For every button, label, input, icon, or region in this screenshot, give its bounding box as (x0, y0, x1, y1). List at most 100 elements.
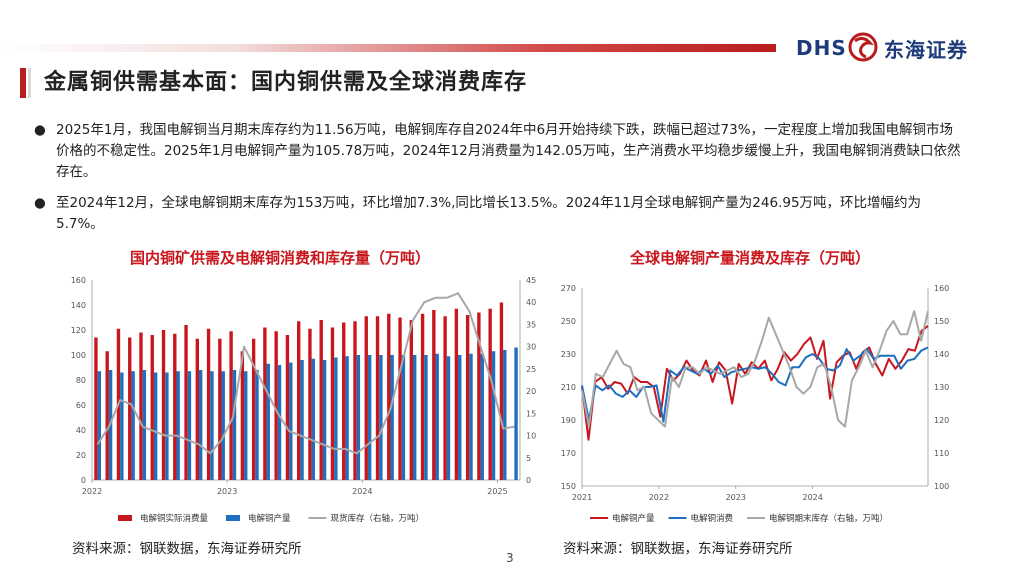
y2-tick-label: 15 (526, 409, 536, 418)
bar-production (491, 351, 496, 480)
y-tick-label: 210 (561, 383, 576, 392)
bar-production (334, 357, 338, 480)
y2-tick-label: 5 (526, 454, 531, 463)
logo-dragon-icon (848, 32, 878, 62)
bar-consumption (420, 313, 425, 480)
y2-tick-label: 130 (934, 383, 949, 392)
logo-text: DHS (796, 36, 847, 60)
bar-production (379, 355, 383, 480)
y-tick-label: 20 (76, 451, 86, 460)
bar-consumption (184, 325, 188, 480)
bar-production (401, 355, 406, 480)
bullet-text: 至2024年12月，全球电解铜期末库存为153万吨，环比增加7.3%,同比增长1… (56, 195, 922, 232)
left-chart-title: 国内铜矿供需及电解铜消费和库存量（万吨） (129, 249, 430, 267)
y-tick-label: 0 (81, 476, 86, 485)
bullet-item: ● 至2024年12月，全球电解铜期末库存为153万吨，环比增加7.3%,同比增… (34, 193, 964, 235)
y-tick-label: 60 (76, 401, 86, 410)
legend-swatch (118, 515, 132, 521)
bar-production (232, 370, 237, 480)
bar-consumption (240, 351, 245, 480)
bar-consumption (499, 302, 504, 480)
bar-production (289, 362, 293, 480)
bar-consumption (454, 308, 459, 480)
bullet-text: 2025年1月，我国电解铜当月期末库存约为11.56万吨，电解铜库存自2024年… (56, 122, 961, 180)
x-tick-label: 2024 (802, 493, 822, 502)
legend-swatch (226, 515, 240, 521)
bullet-list: ● 2025年1月，我国电解铜当月期末库存约为11.56万吨，电解铜库存自202… (34, 120, 964, 245)
y-tick-label: 140 (71, 301, 86, 310)
bar-production (266, 363, 270, 480)
y-tick-label: 190 (561, 416, 576, 425)
bar-consumption (330, 327, 335, 480)
x-tick-label: 2022 (649, 493, 669, 502)
bullet-item: ● 2025年1月，我国电解铜当月期末库存约为11.56万吨，电解铜库存自202… (34, 120, 964, 183)
bar-production (458, 355, 462, 480)
bar-production (131, 371, 135, 480)
bar-production (322, 360, 327, 480)
right-chart-source: 资料来源：钢联数据，东海证券研究所 (563, 541, 793, 557)
bar-production (413, 355, 417, 480)
legend-label: 电解铜消费 (691, 513, 734, 524)
y-tick-label: 270 (561, 284, 576, 293)
y2-tick-label: 25 (526, 365, 536, 374)
y-tick-label: 40 (76, 426, 86, 435)
legend-label: 电解铜产量 (612, 513, 655, 524)
bar-consumption (139, 332, 143, 480)
header-red-line (0, 44, 776, 52)
y-tick-label: 250 (561, 317, 576, 326)
y2-tick-label: 100 (934, 482, 949, 491)
x-tick-label: 2024 (352, 487, 372, 496)
bar-production (244, 371, 248, 480)
bar-production (97, 371, 102, 480)
left-chart: 0204060801001201401600510152025303540452… (71, 276, 536, 524)
x-tick-label: 2022 (82, 487, 102, 496)
bar-consumption (375, 316, 380, 480)
bar-consumption (432, 310, 436, 480)
y2-tick-label: 120 (934, 416, 949, 425)
bar-consumption (296, 321, 301, 480)
y2-tick-label: 10 (526, 432, 536, 441)
series-line-0 (96, 292, 515, 455)
bar-production (153, 372, 158, 480)
bar-consumption (364, 316, 368, 480)
bar-production (435, 353, 439, 480)
bar-production (367, 355, 372, 480)
bar-consumption (195, 338, 199, 480)
x-tick-label: 2025 (487, 487, 507, 496)
y-tick-label: 80 (76, 376, 86, 385)
bar-consumption (173, 333, 177, 480)
left-chart-source: 资料来源：钢联数据，东海证券研究所 (72, 541, 302, 557)
y-tick-label: 120 (71, 326, 86, 335)
bar-production (210, 371, 214, 480)
bar-consumption (308, 328, 312, 480)
bar-consumption (319, 320, 323, 480)
bar-production (469, 353, 473, 480)
bar-consumption (488, 308, 492, 480)
page-title: 金属铜供需基本面：国内铜供需及全球消费库存 (44, 70, 528, 95)
y-tick-label: 230 (561, 350, 576, 359)
bar-production (255, 370, 259, 480)
y2-tick-label: 20 (526, 387, 536, 396)
bar-consumption (128, 337, 132, 480)
bar-consumption (353, 321, 357, 480)
bar-production (345, 356, 349, 480)
series-line-2 (581, 310, 929, 428)
bar-production (503, 350, 507, 480)
bar-consumption (94, 337, 98, 480)
y-tick-label: 150 (561, 482, 576, 491)
bar-consumption (443, 316, 447, 480)
y2-tick-label: 160 (934, 284, 949, 293)
logo: DHS 东海证券 (796, 30, 996, 66)
bar-consumption (274, 331, 278, 480)
bar-consumption (409, 320, 413, 480)
series-line-0 (581, 325, 929, 441)
y2-tick-label: 110 (934, 449, 949, 458)
y-tick-label: 100 (71, 351, 86, 360)
bar-production (120, 372, 124, 480)
y-tick-label: 160 (71, 276, 86, 285)
legend-label: 电解铜实际消费量 (140, 513, 209, 524)
bar-consumption (465, 315, 470, 480)
y2-tick-label: 40 (526, 298, 536, 307)
bar-consumption (477, 312, 481, 480)
bar-production (480, 353, 484, 480)
